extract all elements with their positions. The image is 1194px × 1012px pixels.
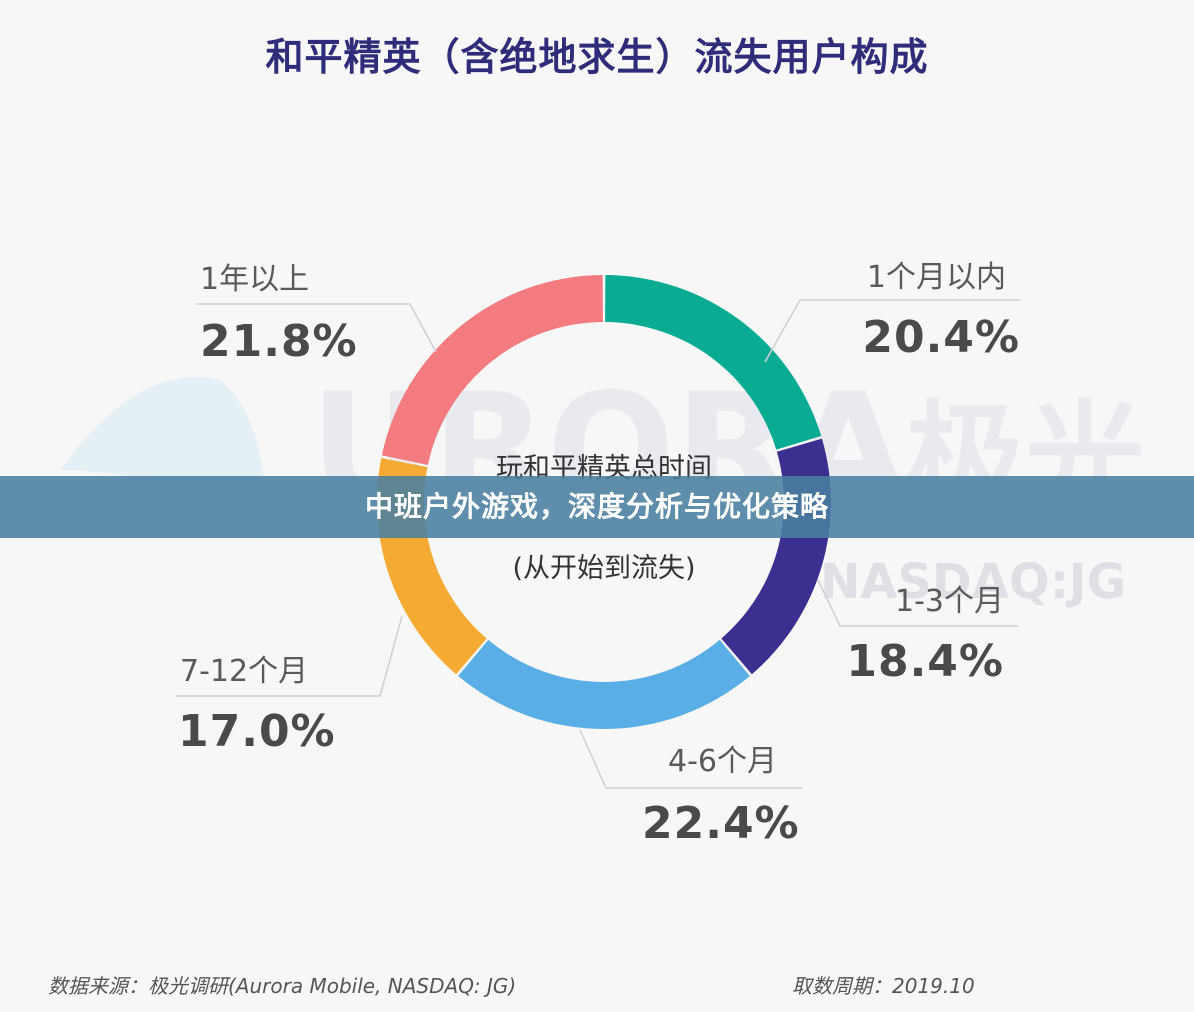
slice-label-1m: 1个月以内 [866,260,1006,295]
slice-label-4-6m: 4-6个月 [668,744,777,779]
overlay-banner: 中班户外游戏，深度分析与优化策略 [0,476,1194,538]
donut-slice-1m [605,275,822,450]
slice-label-1y: 1年以上 [200,262,310,297]
footer-date: 取数周期：2019.10 [792,974,975,998]
leader-4-6m [579,729,802,789]
chart-title: 和平精英（含绝地求生）流失用户构成 [265,35,929,79]
slice-value-4-6m: 22.4% [642,798,800,849]
donut-slice-1y [381,275,603,465]
slice-value-1m: 20.4% [862,312,1020,363]
banner-text: 中班户外游戏，深度分析与优化策略 [364,490,829,523]
footer-source: 数据来源：极光调研(Aurora Mobile, NASDAQ: JG) [48,974,517,998]
slice-value-1y: 21.8% [200,316,358,367]
leader-1-3m [817,579,1018,627]
slice-value-1-3m: 18.4% [846,636,1004,687]
slice-label-7-12m: 7-12个月 [180,654,309,689]
center-label-line3: (从开始到流失) [512,553,696,584]
slice-label-1-3m: 1-3个月 [895,584,1004,619]
leader-7-12m [176,615,403,697]
leader-1y [196,303,437,353]
leader-1m [764,299,1020,363]
donut-slice-4-6m [458,639,750,729]
slice-value-7-12m: 17.0% [178,706,336,757]
